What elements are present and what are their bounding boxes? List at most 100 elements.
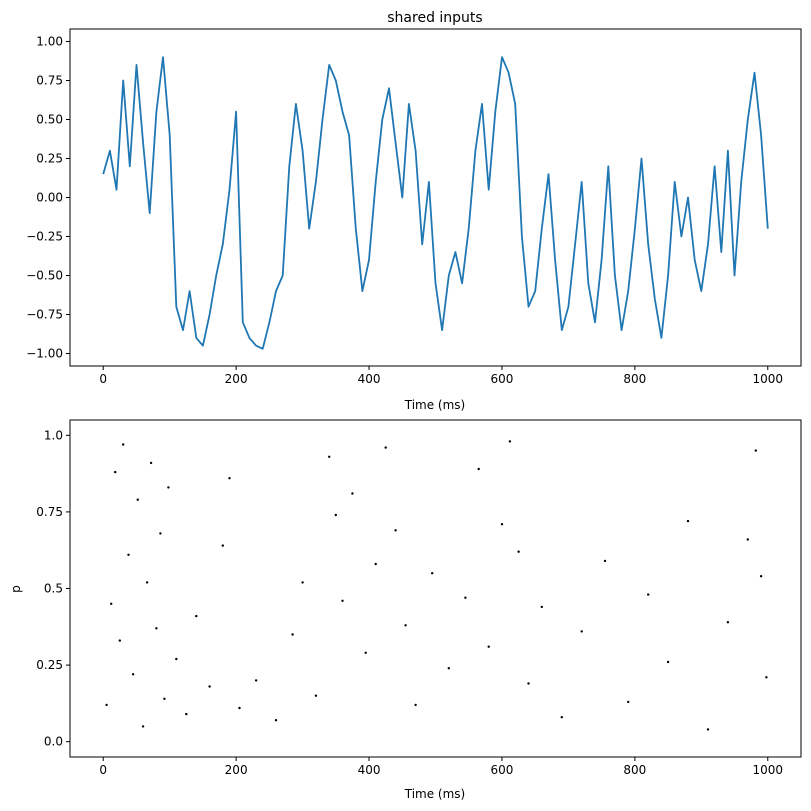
spike-point bbox=[517, 550, 520, 553]
bottom-y-tick-label: 0.75 bbox=[36, 505, 63, 519]
spike-point bbox=[238, 706, 241, 710]
spike-point bbox=[127, 553, 130, 556]
spike-point bbox=[195, 614, 198, 618]
spike-point bbox=[334, 513, 337, 517]
spike-point bbox=[131, 673, 135, 676]
bottom-plot-frame bbox=[69, 419, 802, 758]
spike-point bbox=[301, 581, 304, 584]
top-x-tick-label: 800 bbox=[623, 372, 646, 386]
spike-point bbox=[163, 697, 166, 700]
spike-point bbox=[141, 725, 145, 728]
bottom-points bbox=[105, 440, 768, 731]
spike-point bbox=[364, 651, 367, 654]
spike-point bbox=[110, 602, 113, 605]
spike-point bbox=[159, 532, 162, 535]
bottom-panel: 0 200 400 600 800 1000 0.0 0.25 0.5 0.75 1.0 Time… bbox=[9, 419, 802, 801]
spike-point bbox=[145, 581, 149, 584]
spike-point bbox=[274, 719, 278, 722]
bottom-y-tick-label: 1.0 bbox=[44, 428, 63, 442]
spike-point bbox=[105, 703, 108, 707]
spike-point bbox=[404, 624, 407, 627]
signal-line bbox=[102, 56, 769, 350]
spike-point bbox=[706, 728, 710, 731]
bottom-x-ticks: 0 200 400 600 800 1000 bbox=[99, 757, 783, 777]
spike-point bbox=[374, 562, 377, 566]
bottom-y-ticks: 0.0 0.25 0.5 0.75 1.0 bbox=[36, 428, 70, 749]
spike-point bbox=[185, 712, 188, 716]
spike-point bbox=[341, 599, 344, 602]
spike-point bbox=[351, 492, 354, 495]
spike-point bbox=[726, 621, 730, 624]
top-y-tick-label: 0.00 bbox=[36, 191, 63, 205]
spike-point bbox=[754, 449, 757, 452]
bottom-x-tick-label: 400 bbox=[358, 763, 381, 777]
top-y-tick-label: −0.75 bbox=[26, 308, 63, 322]
top-y-tick-label: −1.00 bbox=[26, 347, 63, 361]
top-x-tick-label: 600 bbox=[491, 372, 514, 386]
top-x-tick-label: 400 bbox=[358, 372, 381, 386]
spike-point bbox=[394, 529, 397, 532]
spike-point bbox=[464, 596, 467, 599]
top-x-tick-label: 0 bbox=[99, 372, 107, 386]
spike-point bbox=[114, 470, 117, 474]
top-series bbox=[102, 56, 769, 350]
spike-point bbox=[647, 593, 650, 596]
spike-point bbox=[175, 657, 178, 661]
top-y-tick-label: 0.75 bbox=[36, 73, 63, 87]
bottom-x-tick-label: 0 bbox=[99, 763, 107, 777]
spike-point bbox=[500, 523, 504, 526]
bottom-x-tick-label: 1000 bbox=[752, 763, 783, 777]
top-y-ticks: −1.00 −0.75 −0.50 −0.25 0.00 0.25 0.50 0.75 1.00 bbox=[26, 34, 70, 361]
bottom-y-axis-label: p bbox=[9, 585, 23, 593]
spike-point bbox=[122, 443, 125, 446]
spike-point bbox=[228, 477, 231, 480]
spike-point bbox=[759, 575, 763, 578]
spike-point bbox=[208, 685, 211, 688]
spike-point bbox=[384, 446, 387, 449]
spike-point bbox=[508, 440, 512, 443]
top-y-tick-label: −0.50 bbox=[26, 269, 63, 283]
spike-point bbox=[627, 700, 630, 704]
spike-point bbox=[149, 461, 153, 465]
spike-point bbox=[447, 667, 450, 670]
spike-point bbox=[314, 694, 318, 697]
top-panel: shared inputs 0 200 400 600 800 1000 −1.00 −0.… bbox=[26, 10, 802, 412]
spike-point bbox=[431, 572, 434, 575]
bottom-y-tick-label: 0.5 bbox=[44, 582, 63, 596]
spike-point bbox=[414, 703, 417, 707]
top-y-tick-label: 0.50 bbox=[36, 112, 63, 126]
spike-point bbox=[254, 679, 258, 682]
top-y-tick-label: −0.25 bbox=[26, 230, 63, 244]
top-x-tick-label: 1000 bbox=[752, 372, 783, 386]
spike-point bbox=[527, 682, 530, 685]
spike-point bbox=[560, 716, 563, 719]
spike-point bbox=[221, 544, 224, 547]
spike-point bbox=[155, 627, 158, 630]
bottom-x-tick-label: 600 bbox=[491, 763, 514, 777]
bottom-x-axis-label: Time (ms) bbox=[404, 787, 466, 801]
spike-point bbox=[487, 645, 490, 648]
top-x-tick-label: 200 bbox=[225, 372, 248, 386]
spike-point bbox=[118, 639, 122, 642]
spike-point bbox=[167, 486, 170, 489]
spike-point bbox=[291, 633, 294, 636]
spike-point bbox=[136, 498, 139, 501]
bottom-y-tick-label: 0.25 bbox=[36, 658, 63, 672]
spike-point bbox=[328, 455, 331, 458]
spike-point bbox=[686, 519, 690, 523]
top-y-tick-label: 0.25 bbox=[36, 151, 63, 165]
bottom-y-tick-label: 0.0 bbox=[44, 735, 63, 749]
spike-point bbox=[477, 467, 480, 471]
spike-point bbox=[765, 676, 768, 679]
spike-point bbox=[746, 538, 749, 541]
bottom-x-tick-label: 200 bbox=[225, 763, 248, 777]
spike-point bbox=[580, 630, 583, 633]
bottom-x-tick-label: 800 bbox=[623, 763, 646, 777]
spike-point bbox=[540, 605, 543, 609]
top-chart-title: shared inputs bbox=[387, 10, 482, 26]
top-x-axis-label: Time (ms) bbox=[404, 398, 466, 412]
top-x-ticks: 0 200 400 600 800 1000 bbox=[99, 366, 783, 386]
top-y-tick-label: 1.00 bbox=[36, 34, 63, 48]
spike-point bbox=[603, 559, 607, 563]
